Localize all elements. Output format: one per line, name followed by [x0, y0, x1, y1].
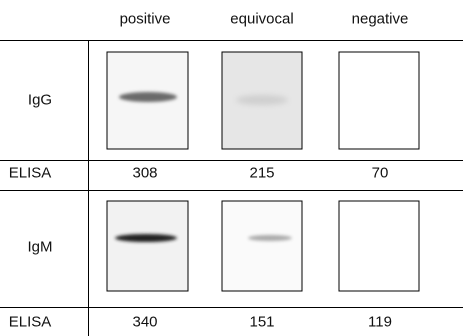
column-header: negative — [352, 11, 409, 28]
row-label: IgM — [27, 239, 52, 256]
blot-strip — [107, 201, 188, 291]
band — [115, 234, 177, 242]
cell: 119 — [368, 314, 392, 331]
row-label: ELISA — [9, 314, 52, 331]
cell: 308 — [132, 165, 157, 182]
column-header: equivocal — [230, 11, 293, 28]
blots — [0, 0, 463, 336]
blot-strip — [339, 52, 419, 149]
cell: 151 — [249, 314, 274, 331]
band — [236, 95, 288, 105]
cell: 70 — [372, 165, 389, 182]
blot-strip — [222, 201, 302, 291]
figure: {"header": {"columns": ["positive", "equ… — [0, 0, 463, 336]
band — [248, 235, 292, 241]
row-label: IgG — [28, 92, 52, 109]
band — [119, 92, 177, 102]
row-label: ELISA — [9, 165, 52, 182]
cell: 215 — [249, 165, 274, 182]
cell: 340 — [132, 314, 157, 331]
blot-strip — [339, 201, 419, 291]
column-header: positive — [120, 11, 171, 28]
